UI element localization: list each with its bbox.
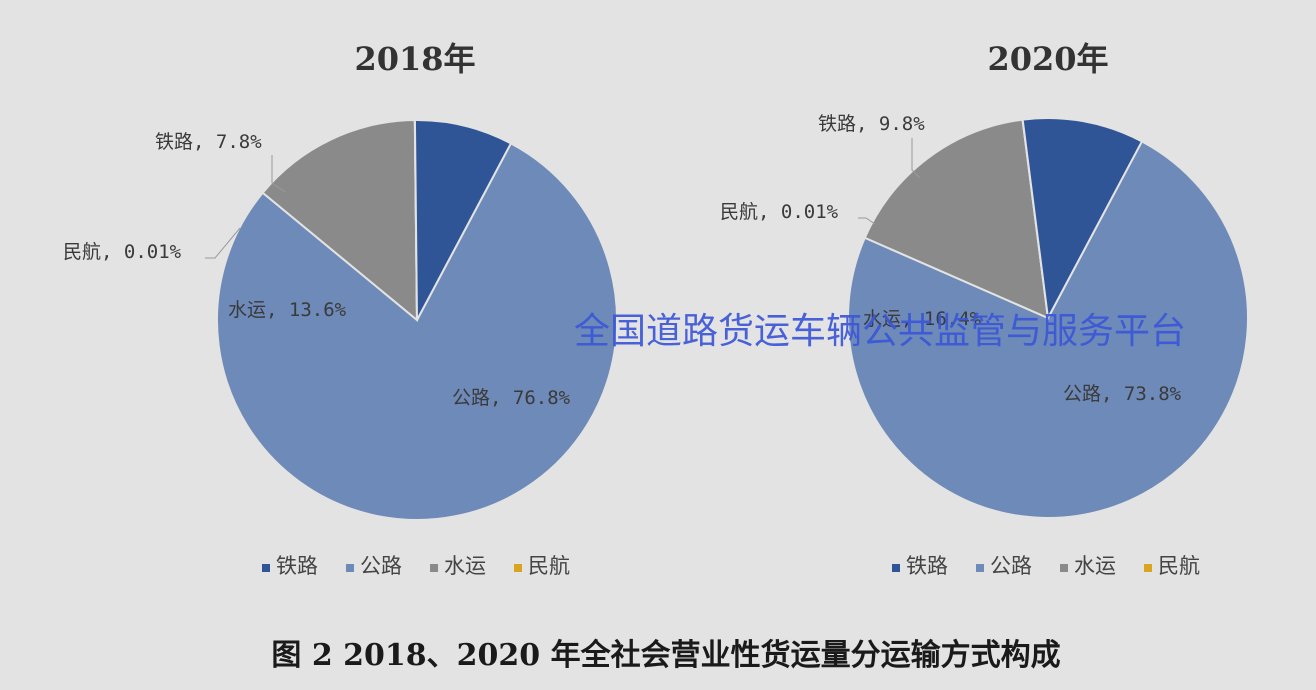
legend-swatch-minhang xyxy=(514,564,522,572)
pie-2018-labels: 公路, 76.8% 水运, 13.6% 民航, 0.01% 铁路, 7.8% xyxy=(63,131,571,409)
figure-caption: 图 2 2018、2020 年全社会营业性货运量分运输方式构成 xyxy=(271,638,1060,673)
legend-label-gonglu: 公路 xyxy=(990,554,1032,578)
legend-swatch-minhang xyxy=(1144,564,1152,572)
legend-label-minhang: 民航 xyxy=(528,554,570,578)
legend-label-shuiyun: 水运 xyxy=(444,554,486,578)
pie-slice-tielu xyxy=(1021,117,1144,322)
pie-2020-labels: 公路, 73.8% 水运, 16.4% 民航, 0.01% 铁路, 9.8% xyxy=(720,113,1182,405)
chart-title-2020: 2020年 xyxy=(987,40,1108,78)
pie-2020-slices xyxy=(846,117,1249,519)
legend-label-shuiyun: 水运 xyxy=(1074,554,1116,578)
legend-2020: 铁路 公路 水运 民航 xyxy=(892,554,1200,578)
pie-slice-gonglu xyxy=(846,140,1249,519)
data-label-tielu: 铁路, 7.8% xyxy=(155,131,262,153)
legend-swatch-gonglu xyxy=(976,564,984,572)
legend-swatch-shuiyun xyxy=(430,564,438,572)
data-label-minhang: 民航, 0.01% xyxy=(63,241,182,263)
data-label-tielu: 铁路, 9.8% xyxy=(818,113,925,135)
legend-label-minhang: 民航 xyxy=(1158,554,1200,578)
legend-label-gonglu: 公路 xyxy=(360,554,402,578)
legend-label-tielu: 铁路 xyxy=(906,554,948,578)
leader-line-tielu xyxy=(911,138,921,179)
leader-line-minhang xyxy=(205,227,241,259)
legend-swatch-gonglu xyxy=(346,564,354,572)
legend-swatch-shuiyun xyxy=(1060,564,1068,572)
legend-swatch-tielu xyxy=(892,564,900,572)
legend-2018: 铁路 公路 水运 民航 xyxy=(262,554,570,578)
leader-line-minhang xyxy=(858,217,876,225)
pie-chart-2020: 2020年 公路, 73.8% 水运, 16.4% 民航, 0.01% 铁路, 9.8… xyxy=(720,40,1249,578)
pie-chart-2018: 2018年 公路, 76.8% 水运, 13.6% 民航, 0.01% 铁路, 7.8… xyxy=(63,40,618,578)
chart-title-2018: 2018年 xyxy=(354,40,475,78)
data-label-gonglu: 公路, 76.8% xyxy=(452,387,571,409)
pie-slice-tielu xyxy=(413,119,513,321)
legend-swatch-tielu xyxy=(262,564,270,572)
data-label-gonglu: 公路, 73.8% xyxy=(1063,383,1182,405)
pie-2018-slices xyxy=(216,119,618,521)
watermark-text: 全国道路货运车辆公共监管与服务平台 xyxy=(574,311,1186,352)
data-label-shuiyun: 水运, 13.6% xyxy=(228,299,347,321)
data-label-shuiyun: 水运, 16.4% xyxy=(863,308,982,330)
leader-line-tielu xyxy=(271,155,286,193)
data-label-minhang: 民航, 0.01% xyxy=(720,201,839,223)
legend-label-tielu: 铁路 xyxy=(276,554,318,578)
pie-slice-shuiyun xyxy=(863,118,1050,320)
